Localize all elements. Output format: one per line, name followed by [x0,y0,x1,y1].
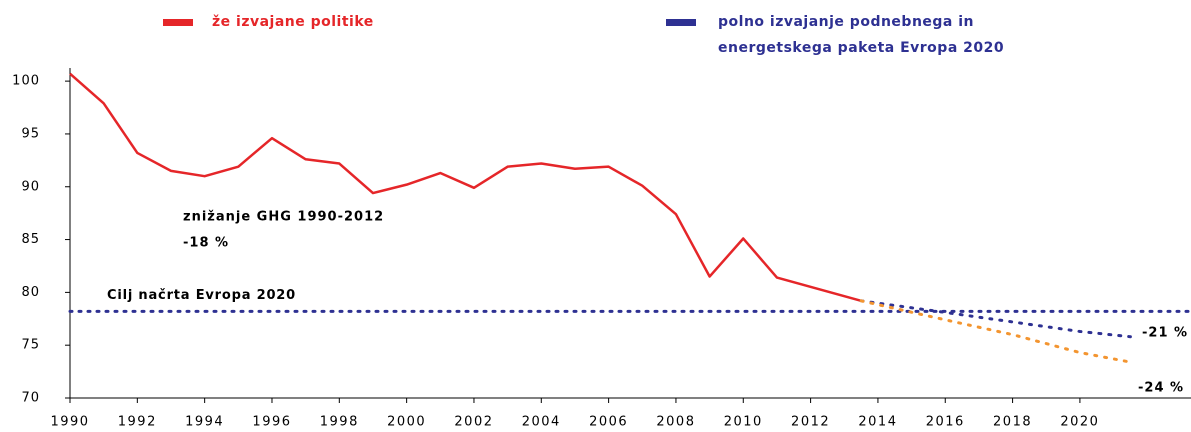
legend-swatch [666,19,696,26]
x-tick-label: 2010 [724,415,763,430]
x-tick-label: 1992 [118,415,157,430]
annotation: -18 % [183,236,229,251]
x-tick-label: 2020 [1060,415,1099,430]
legend-label: polno izvajanje podnebnega in energetske… [718,14,1005,56]
y-tick-label: 70 [21,391,40,406]
x-tick-label: 2004 [522,415,561,430]
x-tick-label: 2006 [589,415,628,430]
annotation: -21 % [1142,326,1188,341]
x-tick-label: 1990 [50,415,89,430]
x-tick-label: 2016 [926,415,965,430]
x-tick-label: 2012 [791,415,830,430]
x-tick-label: 1996 [252,415,291,430]
y-tick-label: 85 [21,232,40,247]
series-line [69,72,862,303]
x-tick-label: 1998 [320,415,359,430]
y-tick-label: 100 [12,74,40,89]
series-line [859,299,1132,339]
x-tick-label: 2000 [387,415,426,430]
y-tick-label: 95 [21,126,40,141]
series-line [859,299,1132,364]
legend-label: že izvajane politike [212,14,374,30]
legend-swatch [163,19,193,26]
y-tick-label: 90 [21,179,40,194]
annotation: -24 % [1138,381,1184,396]
x-tick-label: 1994 [185,415,224,430]
x-tick-label: 2018 [993,415,1032,430]
x-tick-label: 2014 [858,415,897,430]
annotation: znižanje GHG 1990-2012 [183,210,384,225]
y-tick-label: 75 [21,338,40,353]
y-tick-label: 80 [21,285,40,300]
x-tick-label: 2002 [454,415,493,430]
reference-label: Cilj načrta Evropa 2020 [107,288,296,303]
x-tick-label: 2008 [656,415,695,430]
